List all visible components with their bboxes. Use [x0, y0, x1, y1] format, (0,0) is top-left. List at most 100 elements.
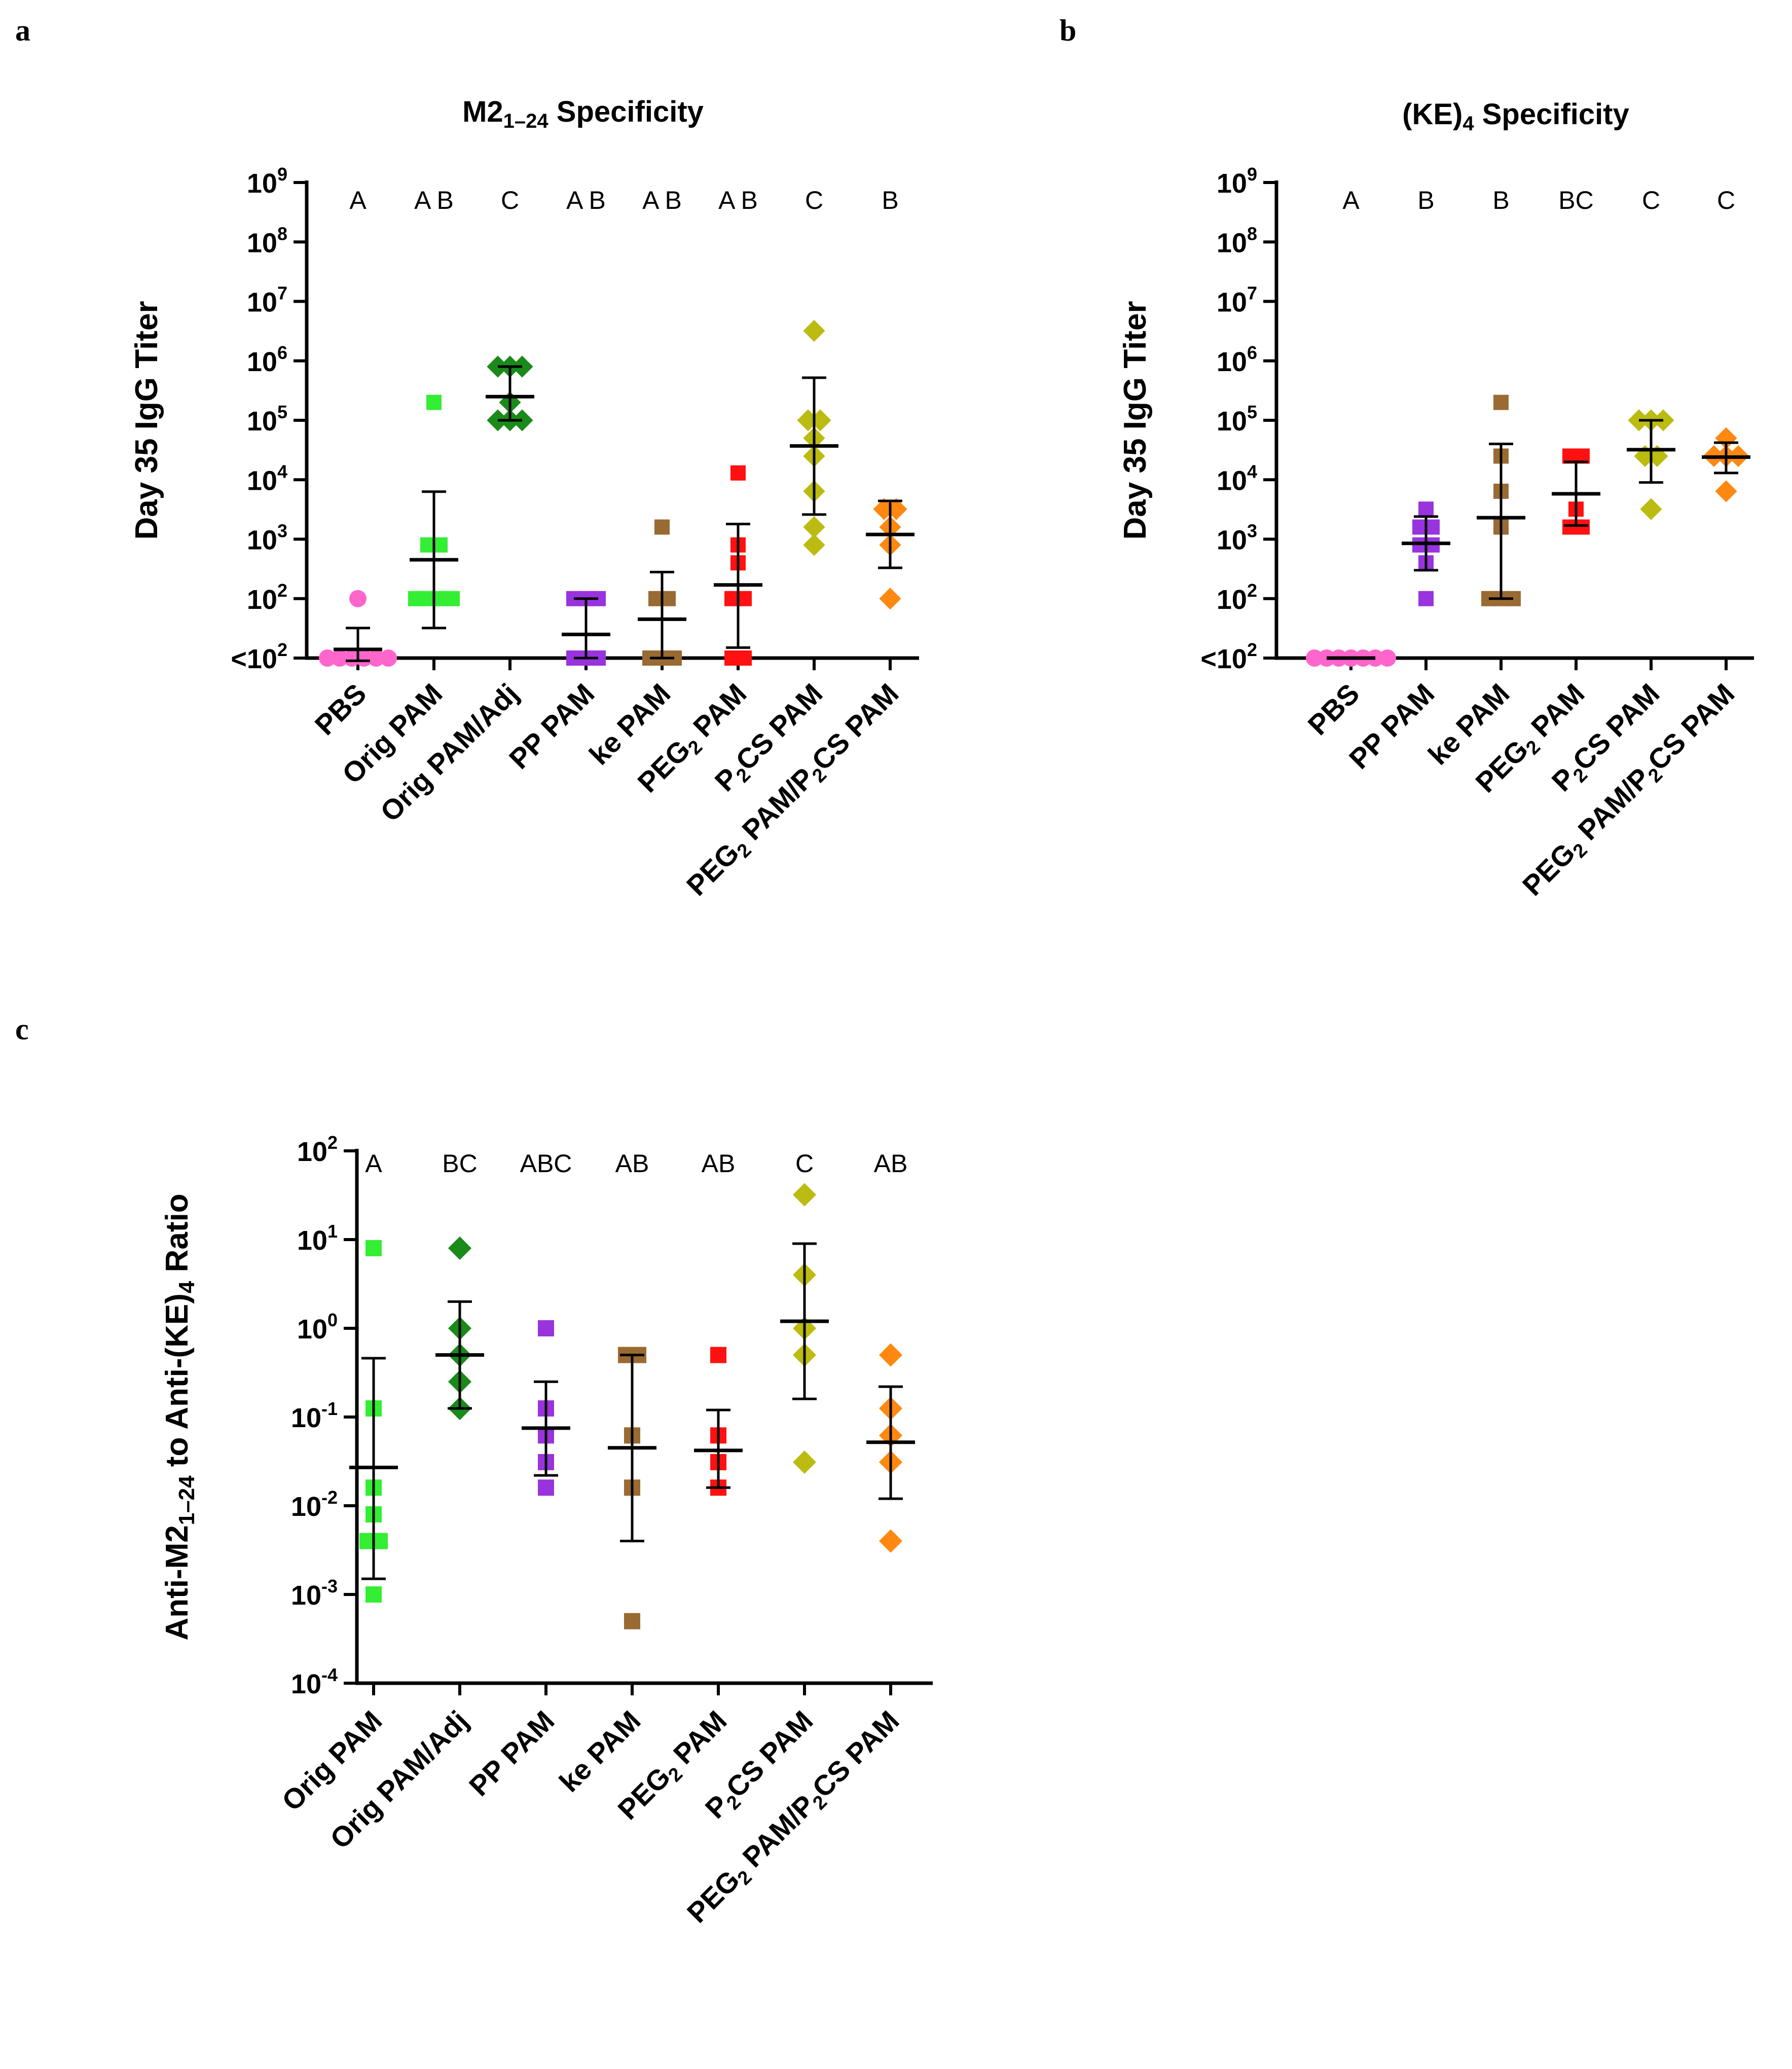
- y-tick-label: 102: [247, 580, 287, 615]
- ylabel-part: Ratio: [160, 1193, 195, 1281]
- group-letter: A: [349, 186, 367, 214]
- tick-base: 10: [247, 525, 277, 556]
- tick-exp: 6: [1247, 342, 1257, 363]
- y-tick-label: 105: [247, 402, 287, 437]
- group-letter: A: [1342, 186, 1360, 214]
- tick-exp: -1: [321, 1398, 338, 1419]
- tick-exp: 1: [327, 1221, 338, 1242]
- data-point: [797, 409, 819, 431]
- title-part: Specificity: [1474, 98, 1629, 131]
- group-letter: A B: [642, 186, 682, 214]
- data-point: [730, 465, 746, 481]
- group-letter: ABC: [520, 1149, 572, 1178]
- tick-base: 10: [297, 1314, 327, 1345]
- label-part: Orig PAM/Adj: [374, 677, 525, 828]
- data-point: [879, 1529, 903, 1553]
- x-tick-label: PP PAM: [463, 1704, 561, 1802]
- chart-title: M21–24 Specificity: [462, 95, 704, 132]
- label-part: PBS: [309, 677, 373, 741]
- x-tick-label: PBS: [1302, 677, 1366, 741]
- group-letter: A B: [414, 186, 454, 214]
- data-point: [538, 1479, 554, 1496]
- tick-base: 10: [291, 1580, 321, 1611]
- y-tick-label: 106: [247, 342, 287, 377]
- y-tick-label: 10-1: [291, 1398, 338, 1433]
- tick-exp: 2: [327, 1132, 338, 1153]
- label-part: PP PAM: [503, 677, 601, 775]
- x-tick-label: PP PAM: [503, 677, 601, 775]
- data-point: [1493, 394, 1509, 410]
- data-point: [624, 1613, 640, 1629]
- group-letter: BC: [442, 1149, 477, 1178]
- chart-title: (KE)4 Specificity: [1402, 98, 1629, 135]
- tick-base: 10: [247, 287, 277, 318]
- group-letter: C: [1717, 186, 1735, 214]
- data-point: [448, 1236, 472, 1260]
- y-tick-label: 102: [297, 1132, 338, 1167]
- data-point: [355, 649, 373, 667]
- data-point: [365, 1586, 382, 1603]
- tick-base: 10: [247, 465, 277, 496]
- panel-letter: a: [15, 14, 30, 47]
- data-point: [873, 498, 895, 520]
- label-part: CS PAM: [720, 1704, 819, 1804]
- tick-base: 10: [297, 1225, 327, 1256]
- tick-exp: -3: [321, 1576, 338, 1596]
- tick-exp: 8: [1247, 223, 1257, 244]
- y-tick-label: 103: [247, 521, 287, 556]
- tick-exp: 6: [277, 342, 287, 363]
- data-point: [792, 1183, 817, 1207]
- data-point: [445, 591, 460, 606]
- tick-exp: 8: [277, 223, 287, 244]
- tick-base: 10: [247, 406, 277, 437]
- tick-base: 10: [1217, 525, 1247, 556]
- y-tick-label: 101: [297, 1221, 338, 1256]
- group-letter: C: [805, 186, 823, 214]
- data-point: [1640, 498, 1662, 520]
- tick-exp: 0: [327, 1310, 338, 1330]
- group-letter: C: [1642, 186, 1660, 214]
- data-point: [710, 1347, 726, 1363]
- group-letter: C: [795, 1149, 814, 1178]
- data-point: [737, 650, 752, 666]
- data-point: [380, 649, 397, 667]
- label-part: PBS: [1302, 677, 1366, 741]
- data-point: [349, 590, 367, 607]
- data-point: [331, 649, 348, 667]
- y-tick-label: 104: [1217, 461, 1257, 496]
- data-point: [654, 519, 670, 535]
- ylabel-sub: 1–24: [174, 1475, 199, 1525]
- group-letter: AB: [615, 1149, 649, 1178]
- label-part: PP PAM: [463, 1704, 561, 1802]
- y-tick-label: 109: [1217, 164, 1257, 199]
- tick-exp: 3: [1247, 521, 1257, 541]
- y-tick-label: 109: [247, 164, 287, 199]
- tick-base: 10: [247, 168, 277, 199]
- tick-base: 10: [291, 1492, 321, 1522]
- data-point: [885, 498, 907, 520]
- data-point: [879, 588, 901, 610]
- tick-base: 10: [1217, 287, 1247, 318]
- title-sub: 4: [1462, 113, 1474, 135]
- x-tick-label: Orig PAM/Adj: [374, 677, 525, 828]
- data-point: [809, 409, 831, 431]
- y-tick-label: 106: [1217, 342, 1257, 377]
- y-tick-label: 107: [1217, 283, 1257, 318]
- tick-exp: -4: [321, 1664, 338, 1685]
- data-point: [319, 649, 336, 667]
- y-tick-label: 100: [297, 1310, 338, 1345]
- tick-exp: 2: [1247, 639, 1257, 660]
- x-tick-label: PBS: [309, 677, 373, 741]
- tick-exp: 3: [277, 521, 287, 541]
- group-letter: C: [501, 186, 519, 214]
- label-part: PAM/P: [730, 1789, 821, 1879]
- tick-exp: 9: [277, 164, 287, 185]
- group-letter: A B: [718, 186, 758, 214]
- y-axis-label: Anti-M21–24 to Anti-(KE)4 Ratio: [160, 1193, 199, 1640]
- y-tick-label: 10-4: [291, 1664, 338, 1699]
- ylabel-part: Anti-M2: [160, 1525, 195, 1640]
- y-axis-label: Day 35 IgG Titer: [129, 301, 164, 540]
- data-point: [1418, 591, 1434, 606]
